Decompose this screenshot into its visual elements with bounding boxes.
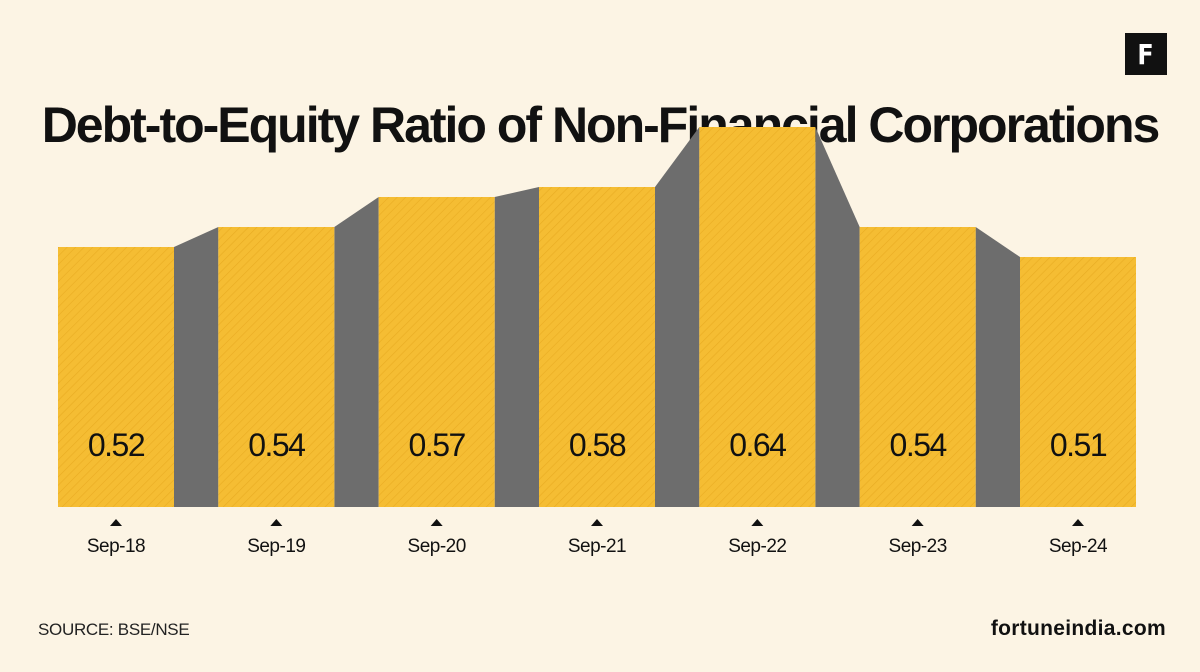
- tick-marker-icon: [1072, 519, 1084, 526]
- tick-marker-icon: [911, 519, 924, 526]
- x-tick-label: Sep-18: [87, 536, 145, 557]
- tick-marker-icon: [270, 519, 283, 526]
- x-tick-label: Sep-21: [568, 536, 626, 557]
- value-label-layer: 0.52 0.54 0.57 0.58 0.64 0.54 0.51: [88, 427, 1108, 463]
- bar-connector: [655, 127, 700, 507]
- source-note: SOURCE: BSE/NSE: [38, 620, 190, 639]
- data-label: 0.57: [409, 427, 466, 463]
- bar: [58, 247, 174, 507]
- bar-connector: [174, 227, 219, 507]
- data-label: 0.51: [1050, 427, 1107, 463]
- data-label: 0.54: [248, 427, 305, 463]
- x-tick-label: Sep-20: [408, 536, 466, 557]
- fortune-logo: F: [1125, 33, 1167, 75]
- bar-layer: [58, 127, 1136, 507]
- tick-marker-icon: [591, 519, 603, 526]
- tick-marker-icon: [751, 519, 764, 526]
- x-tick-label: Sep-19: [247, 536, 305, 557]
- site-url: fortuneindia.com: [990, 617, 1166, 640]
- data-label: 0.52: [88, 427, 145, 463]
- data-label: 0.64: [729, 427, 786, 463]
- bar-connector: [494, 187, 539, 507]
- bar: [218, 227, 335, 507]
- bar: [539, 187, 655, 507]
- bar-connector: [815, 127, 860, 507]
- tick-marker-icon: [110, 519, 122, 526]
- bar: [859, 227, 976, 507]
- bar: [699, 127, 816, 507]
- x-tick-label: Sep-24: [1049, 536, 1108, 557]
- tick-layer: Sep-18 Sep-19 Sep-20 Sep-21 Sep-22 Sep-23 Sep-…: [87, 519, 1109, 557]
- bar: [378, 197, 495, 507]
- bar-connector: [334, 197, 379, 507]
- data-label: 0.58: [569, 427, 626, 463]
- tick-marker-icon: [430, 519, 443, 526]
- x-tick-label: Sep-22: [728, 536, 786, 557]
- chart-title: Debt-to-Equity Ratio of Non-Financial Co…: [41, 97, 1161, 153]
- bar-connector: [975, 227, 1020, 507]
- bar: [1020, 257, 1136, 507]
- logo-letter: F: [1137, 37, 1155, 71]
- connector-layer: [174, 127, 1020, 507]
- x-tick-label: Sep-23: [889, 536, 947, 557]
- data-label: 0.54: [890, 427, 947, 463]
